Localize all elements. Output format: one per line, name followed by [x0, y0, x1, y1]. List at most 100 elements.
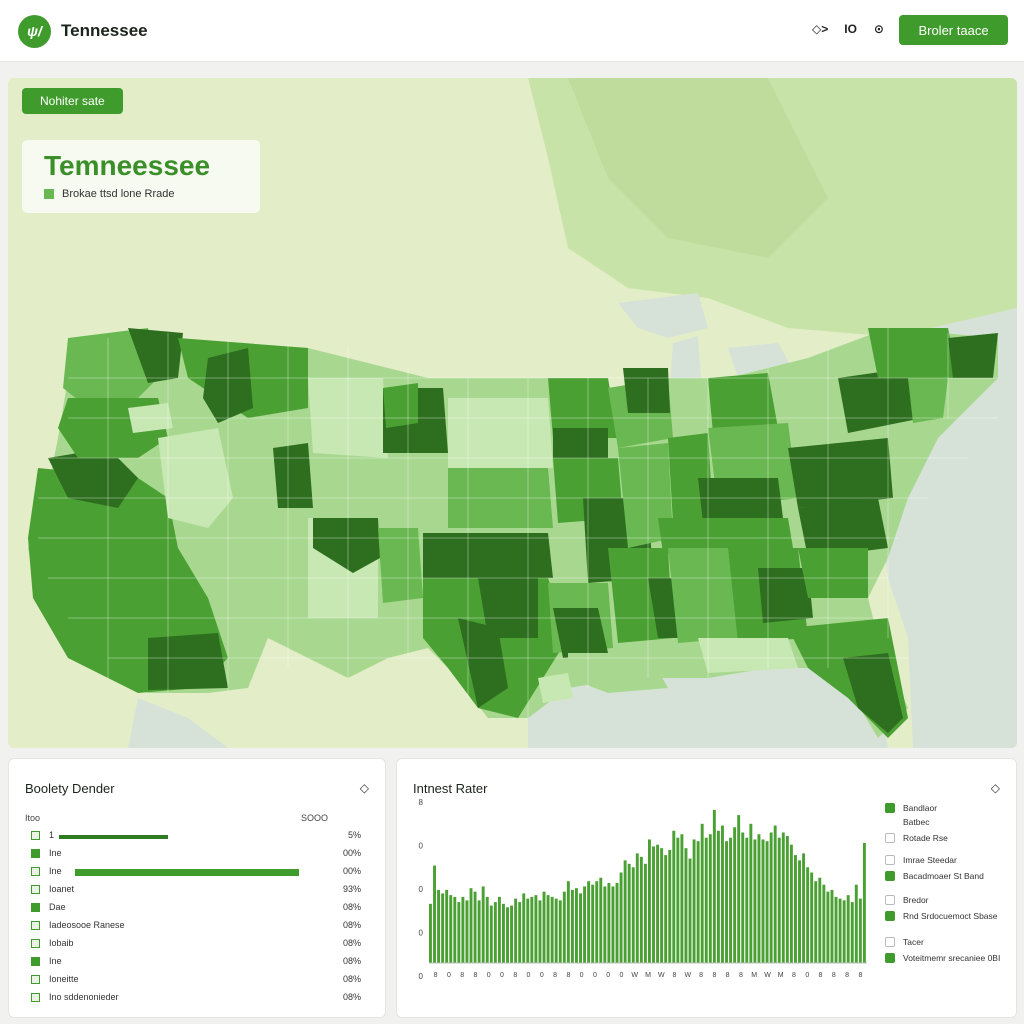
region-montana-west[interactable] — [203, 348, 253, 423]
chart-bar[interactable] — [842, 900, 846, 963]
chart-bar[interactable] — [688, 858, 692, 963]
region-idaho-south[interactable] — [128, 403, 173, 433]
chart-bar[interactable] — [818, 877, 822, 963]
region-arizona[interactable] — [223, 518, 313, 623]
chart-bar[interactable] — [733, 827, 737, 963]
chart-bar[interactable] — [708, 834, 712, 963]
chart-bar[interactable] — [660, 848, 664, 963]
legend-item[interactable]: Rotade Rse — [885, 833, 948, 843]
chart-bar[interactable] — [502, 903, 505, 963]
region-washington[interactable] — [63, 328, 158, 408]
chart-bar[interactable] — [704, 837, 708, 963]
legend-item[interactable]: Rnd Srdocuemoct Sbase — [885, 911, 998, 921]
chart-bar[interactable] — [583, 886, 587, 963]
region-georgia-central[interactable] — [758, 568, 813, 623]
region-new-york[interactable] — [868, 328, 958, 378]
chart-bar[interactable] — [765, 841, 769, 963]
chart-bar[interactable] — [785, 835, 789, 963]
chart-bar[interactable] — [562, 891, 566, 963]
chart-bar[interactable] — [648, 839, 651, 963]
bar-row[interactable]: Ine 08% — [31, 953, 361, 971]
chart-bar[interactable] — [834, 896, 838, 963]
chart-bar[interactable] — [789, 844, 793, 963]
chart-bar[interactable] — [558, 900, 562, 963]
chart-bar[interactable] — [635, 853, 639, 963]
bar-row[interactable]: 1 5% — [31, 827, 361, 845]
chart-bar[interactable] — [862, 842, 866, 963]
chart-bar[interactable] — [477, 900, 481, 963]
region-south-dakota-west[interactable] — [383, 383, 418, 428]
map-badge[interactable]: Nohiter sate — [22, 88, 123, 114]
chart-bar[interactable] — [737, 815, 741, 963]
chart-bar[interactable] — [806, 867, 810, 963]
region-minnesota[interactable] — [548, 378, 618, 438]
chart-bar[interactable] — [696, 841, 700, 963]
legend-item[interactable]: Imrae Steedar — [885, 855, 957, 865]
chart-bar[interactable] — [822, 884, 826, 963]
chart-bar[interactable] — [656, 844, 660, 963]
chart-bar[interactable] — [489, 905, 493, 963]
region-south-carolina[interactable] — [798, 548, 868, 598]
region-gulf-coast[interactable] — [538, 673, 573, 703]
chart-bar[interactable] — [639, 856, 643, 963]
chart-bar[interactable] — [445, 889, 449, 963]
chart-bar[interactable] — [745, 837, 749, 963]
chart-bar[interactable] — [761, 839, 765, 963]
bar-row[interactable]: Ine 00% — [31, 845, 361, 863]
chart-bar[interactable] — [607, 882, 611, 963]
chart-bar[interactable] — [546, 895, 550, 963]
region-arkansas-south[interactable] — [553, 608, 608, 658]
region-oklahoma[interactable] — [423, 533, 553, 578]
chart-bar[interactable] — [481, 886, 485, 963]
region-tennessee[interactable] — [658, 518, 793, 553]
region-texas-south[interactable] — [458, 618, 508, 708]
chart-bar[interactable] — [794, 855, 797, 963]
header-action-button[interactable]: Broler taace — [899, 15, 1008, 45]
chart-bar[interactable] — [798, 860, 801, 963]
chart-bar[interactable] — [757, 834, 761, 963]
region-texas-panhandle[interactable] — [378, 528, 423, 603]
chart-bar[interactable] — [591, 884, 595, 963]
region-north-idaho[interactable] — [128, 328, 183, 383]
region-nebraska[interactable] — [448, 398, 553, 468]
region-minnesota-south[interactable] — [553, 428, 608, 458]
chart-bar[interactable] — [518, 902, 522, 963]
region-virginia[interactable] — [788, 438, 893, 508]
legend-item[interactable]: Bacadmoaer St Band — [885, 871, 984, 881]
chart-bar[interactable] — [530, 896, 534, 963]
chart-bar[interactable] — [830, 889, 834, 963]
chart-bar[interactable] — [692, 839, 696, 963]
region-alabama[interactable] — [668, 548, 738, 643]
chart-bar[interactable] — [729, 837, 733, 963]
chart-bar[interactable] — [554, 898, 558, 963]
chart-bar[interactable] — [777, 837, 781, 963]
chart-bar[interactable] — [510, 905, 514, 963]
chart-bar[interactable] — [595, 881, 599, 963]
chart-bar[interactable] — [668, 849, 672, 963]
chart-bar[interactable] — [615, 882, 619, 963]
region-texas-central[interactable] — [478, 578, 538, 638]
chart-bar[interactable] — [429, 903, 432, 963]
chart-bar[interactable] — [769, 832, 773, 964]
bar-row[interactable]: Ino sddenonieder 08% — [31, 989, 361, 1007]
chart-bar[interactable] — [652, 846, 655, 963]
chart-bar[interactable] — [858, 898, 862, 963]
chart-bar[interactable] — [469, 888, 473, 963]
region-northern-california[interactable] — [48, 448, 138, 508]
region-michigan[interactable] — [708, 373, 778, 433]
chart-bar[interactable] — [753, 839, 757, 963]
chart-bar[interactable] — [810, 872, 814, 963]
chart-bar[interactable] — [749, 823, 753, 963]
chart-bar[interactable] — [461, 896, 465, 963]
region-nevada[interactable] — [158, 428, 233, 528]
region-kansas[interactable] — [448, 468, 553, 528]
chart-bar[interactable] — [433, 865, 436, 963]
region-new-jersey[interactable] — [908, 378, 948, 423]
chart-bar[interactable] — [781, 832, 785, 964]
chart-bar[interactable] — [623, 860, 627, 963]
chart-bar[interactable] — [542, 891, 546, 963]
legend-item[interactable]: Voteitmemr srecaniee 0BI — [885, 953, 1000, 963]
chart-bar[interactable] — [676, 837, 680, 963]
region-new-england[interactable] — [948, 333, 998, 378]
chart-bar[interactable] — [680, 834, 684, 963]
